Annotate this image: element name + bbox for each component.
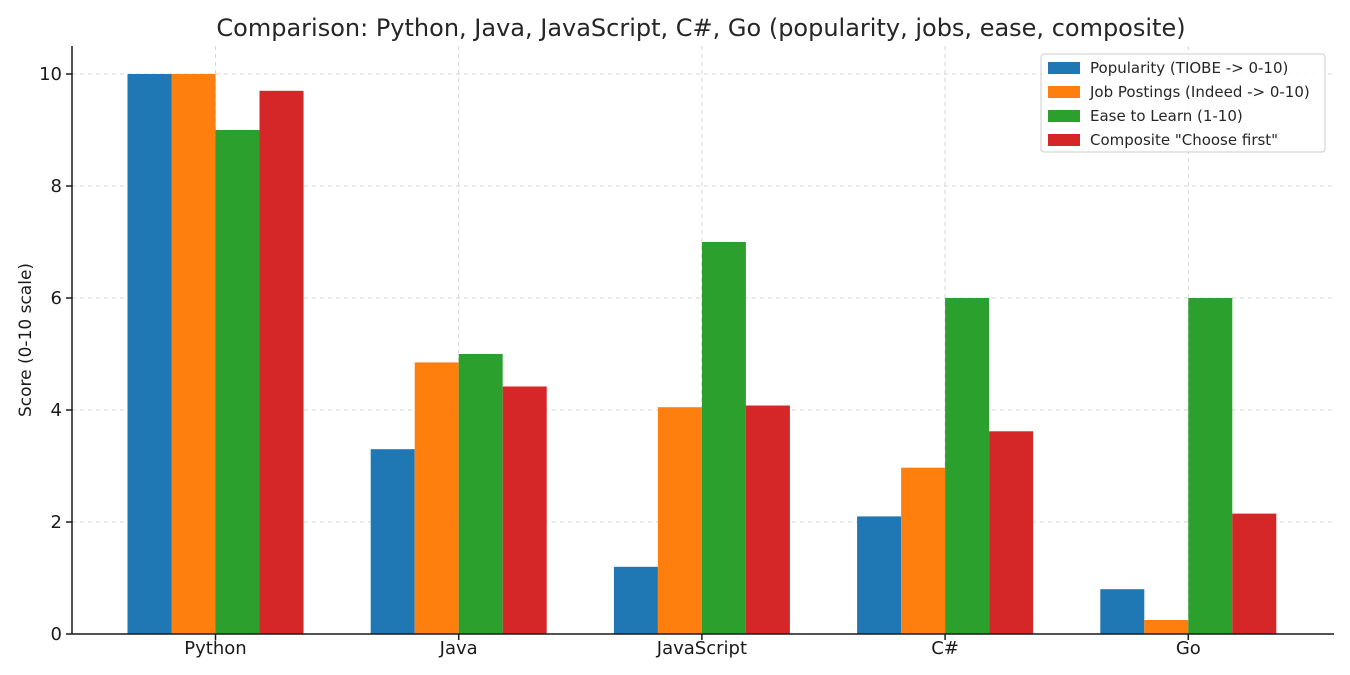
bar <box>613 566 658 634</box>
bar <box>1232 513 1277 634</box>
bar <box>1144 620 1189 634</box>
legend: Popularity (TIOBE -> 0-10) Job Postings (… <box>1040 53 1326 153</box>
y-tick-label: 8 <box>51 176 62 197</box>
y-tick-label: 6 <box>51 288 62 309</box>
y-axis-label: Score (0-10 scale) <box>16 263 36 417</box>
bar <box>215 130 260 634</box>
bars <box>127 74 1277 635</box>
bar <box>857 516 902 634</box>
bar <box>745 405 790 634</box>
y-tick-label: 2 <box>51 512 62 533</box>
bar <box>1100 589 1145 634</box>
legend-box <box>1040 53 1326 153</box>
bar <box>1188 298 1233 634</box>
bar <box>370 449 415 634</box>
x-tick-label: C# <box>931 638 959 659</box>
bar <box>458 354 503 634</box>
bar <box>259 90 304 635</box>
chart-title: Comparison: Python, Java, JavaScript, C#… <box>216 14 1185 42</box>
bar <box>901 467 946 634</box>
axes <box>66 46 1334 640</box>
y-tick-labels: 0 2 4 6 8 10 <box>39 64 62 645</box>
y-tick-label: 4 <box>51 400 62 421</box>
x-tick-label: Java <box>439 638 478 659</box>
x-tick-label: JavaScript <box>656 638 747 659</box>
legend-label: Popularity (TIOBE -> 0-10) <box>1090 59 1288 77</box>
bar <box>657 407 702 634</box>
legend-swatch <box>1048 110 1080 122</box>
bar <box>171 74 216 634</box>
legend-swatch <box>1048 62 1080 74</box>
bar <box>502 386 547 634</box>
y-tick-label: 0 <box>51 624 62 645</box>
bar <box>701 242 746 634</box>
x-tick-labels: Python Java JavaScript C# Go <box>184 638 1200 659</box>
legend-swatch <box>1048 86 1080 98</box>
bar <box>414 362 459 634</box>
x-tick-label: Go <box>1176 638 1201 659</box>
legend-label: Ease to Learn (1-10) <box>1090 107 1243 125</box>
legend-swatch <box>1048 134 1080 146</box>
bar <box>945 298 990 634</box>
y-tick-label: 10 <box>39 64 62 85</box>
x-tick-label: Python <box>184 638 246 659</box>
legend-label: Job Postings (Indeed -> 0-10) <box>1089 83 1310 101</box>
bar <box>989 431 1034 634</box>
legend-label: Composite "Choose first" <box>1090 131 1278 149</box>
bar <box>127 74 172 634</box>
